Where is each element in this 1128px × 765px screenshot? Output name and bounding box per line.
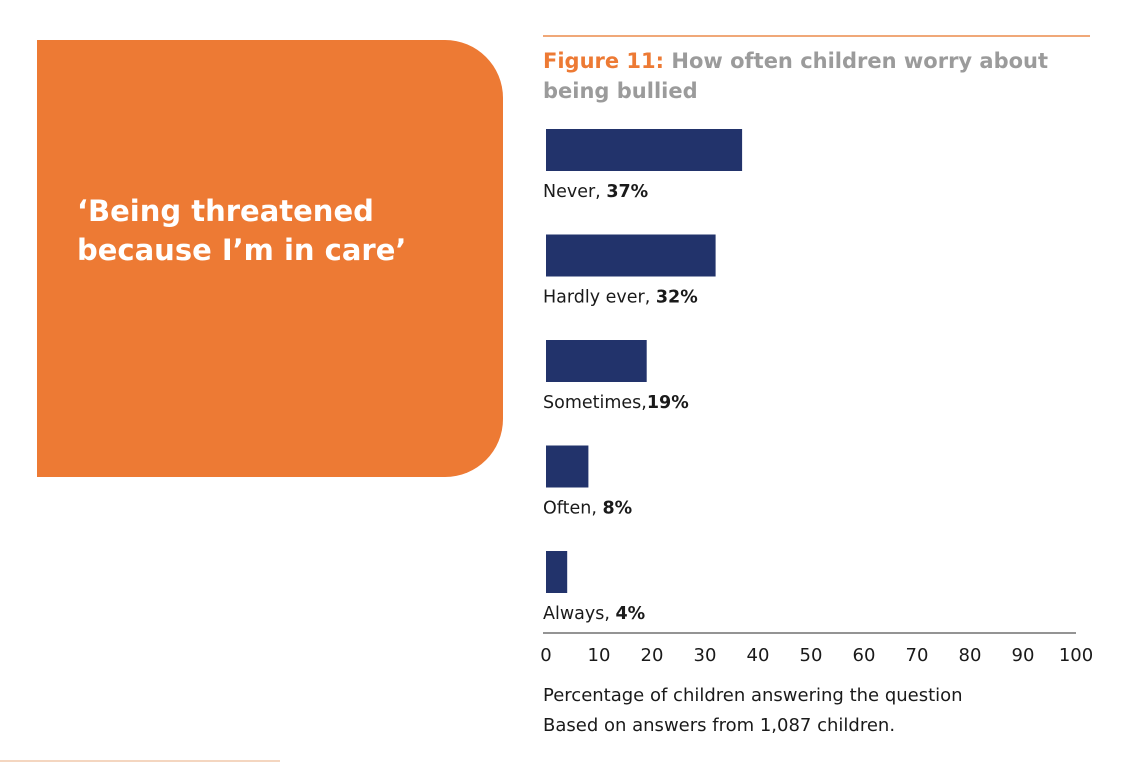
category-label: Hardly ever,: [543, 288, 656, 308]
x-tick-label: 0: [540, 645, 551, 666]
x-tick-label: 90: [1012, 645, 1035, 666]
bar-sometimes: [546, 340, 647, 382]
x-tick-label: 20: [641, 645, 664, 666]
x-tick-label: 40: [747, 645, 770, 666]
bar-often: [546, 445, 589, 488]
x-tick-label: 10: [588, 645, 611, 666]
bar-label-often: Often, 8%: [543, 499, 632, 519]
sample-note: Based on answers from 1,087 children.: [543, 715, 896, 736]
category-label: Always,: [543, 604, 615, 624]
x-tick-label: 30: [694, 645, 717, 666]
value-label: 19%: [647, 393, 689, 413]
page-bottom-line: [0, 760, 280, 762]
bar-never: [546, 129, 743, 171]
figure-caption: Percentage of children answering the que…: [543, 681, 1103, 741]
bar-label-always: Always, 4%: [543, 604, 645, 624]
x-axis-label: Percentage of children answering the que…: [543, 685, 963, 706]
x-tick-label: 80: [959, 645, 982, 666]
value-label: 37%: [606, 182, 648, 202]
quote-box: ‘Being threatened because I’m in care’: [37, 40, 503, 477]
bar-label-never: Never, 37%: [543, 182, 648, 202]
value-label: 8%: [602, 499, 632, 519]
x-tick-label: 100: [1059, 645, 1093, 666]
figure-title: Figure 11: How often children worry abou…: [543, 46, 1063, 106]
category-label: Sometimes,: [543, 393, 647, 413]
x-tick-label: 50: [800, 645, 823, 666]
quote-text: ‘Being threatened because I’m in care’: [77, 194, 407, 267]
figure-number: Figure 11:: [543, 49, 665, 73]
bar-always: [546, 551, 568, 593]
figure-title-text: How often children worry about being bul…: [543, 49, 1049, 103]
bar-hardly-ever: [546, 234, 716, 277]
x-tick-label: 70: [906, 645, 929, 666]
value-label: 32%: [656, 288, 698, 308]
x-tick-label: 60: [853, 645, 876, 666]
figure-top-rule: [543, 35, 1090, 37]
bar-label-hardly-ever: Hardly ever, 32%: [543, 288, 698, 308]
category-label: Often,: [543, 499, 602, 519]
bar-label-sometimes: Sometimes,19%: [543, 393, 689, 413]
category-label: Never,: [543, 182, 606, 202]
value-label: 4%: [615, 604, 645, 624]
